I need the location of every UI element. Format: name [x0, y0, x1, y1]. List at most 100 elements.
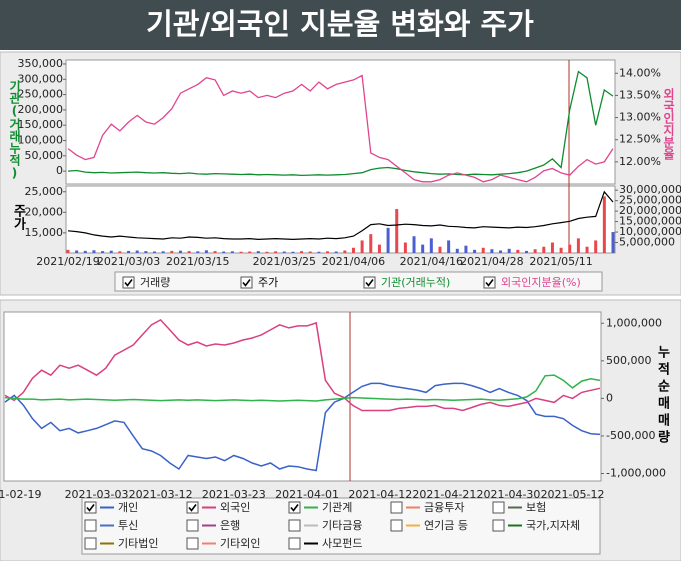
volume-bar [499, 250, 503, 253]
volume-bar [127, 250, 131, 253]
volume-bar [343, 250, 347, 253]
x-tick-label: 2021-04-30 [476, 488, 540, 501]
volume-bar [481, 247, 485, 253]
tick-label: 500,000 [606, 354, 652, 367]
x-tick-label: 2021/05/11 [529, 255, 592, 268]
x-tick-label: 2021/04/28 [460, 255, 523, 268]
x-tick-label: 2021/03/03 [97, 255, 160, 268]
tick-label: 30,000,000 [619, 183, 681, 196]
legend-label: 거래량 [140, 276, 170, 289]
legend-label: 은행 [220, 519, 240, 532]
volume-bar [594, 240, 598, 253]
axis-title: 기관(거래누적) [8, 79, 22, 180]
checkbox[interactable] [240, 276, 253, 289]
volume-bar [161, 251, 165, 253]
volume-bar [144, 251, 148, 253]
checkbox[interactable] [84, 501, 97, 514]
check-mark [290, 504, 299, 512]
tick-label: 200,000 [18, 103, 64, 116]
volume-bar [559, 247, 563, 253]
volume-bar [360, 240, 364, 253]
tick-label: 150,000 [18, 118, 64, 131]
checkbox[interactable] [84, 519, 97, 532]
volume-bar [421, 244, 425, 253]
tick-label: 20,000,000 [619, 204, 681, 217]
series-line [67, 74, 614, 183]
checkbox[interactable] [186, 537, 199, 550]
volume-bar [109, 250, 113, 253]
tick-label: 0 [56, 164, 63, 177]
tick-label: 15,000 [25, 226, 64, 239]
volume-bar [464, 245, 468, 253]
x-tick-label: 2021/04/16 [400, 255, 463, 268]
lower-plot [65, 185, 616, 254]
volume-bar [326, 251, 330, 253]
x-tick-label: 2021/02/19 [36, 255, 99, 268]
checkbox[interactable] [288, 537, 301, 550]
legend-box [114, 271, 603, 292]
tick-label: 15,000,000 [619, 215, 681, 228]
legend-label: 금융투자 [424, 501, 464, 514]
check-mark [365, 279, 374, 287]
tick-label: 25,000,000 [619, 194, 681, 207]
legend-label: 기관(거래누적) [381, 276, 450, 289]
volume-bar [568, 244, 572, 253]
x-tick-label: 2021-03-12 [129, 488, 193, 501]
volume-bar [135, 250, 139, 253]
checkbox[interactable] [186, 501, 199, 514]
x-tick-label: 2021-04-12 [348, 488, 412, 501]
volume-bar [317, 251, 321, 253]
checkbox[interactable] [390, 501, 403, 514]
x-tick-label: 2021/03/15 [166, 255, 229, 268]
legend-label: 주가 [258, 276, 278, 289]
tick-label: 13.00% [619, 111, 661, 124]
volume-bar [282, 251, 286, 253]
checkbox[interactable] [288, 519, 301, 532]
volume-bar [447, 240, 451, 253]
volume-bar [351, 247, 355, 253]
checkbox[interactable] [122, 276, 135, 289]
volume-bar [550, 242, 554, 253]
volume-bar [429, 238, 433, 253]
x-tick-label: 2021/04/06 [322, 255, 385, 268]
axis-title: 누적순매매량 [655, 345, 670, 447]
volume-bar [187, 251, 191, 253]
checkbox[interactable] [288, 501, 301, 514]
x-tick-label: 2021-04-01 [275, 488, 339, 501]
series-line [4, 318, 601, 412]
checkbox[interactable] [492, 501, 505, 514]
volume-bar [178, 250, 182, 253]
volume-bar [585, 246, 589, 253]
checkbox[interactable] [492, 519, 505, 532]
legend-label: 기타외인 [220, 537, 260, 550]
checkbox[interactable] [390, 519, 403, 532]
tick-label: 20,000 [25, 205, 64, 218]
checkbox[interactable] [186, 519, 199, 532]
legend-label: 외국인 [220, 501, 250, 514]
volume-bar [490, 249, 494, 253]
volume-bar [265, 251, 269, 253]
series-line [4, 374, 601, 402]
check-mark [242, 279, 251, 287]
x-tick-label: 2021-05-12 [541, 488, 605, 501]
tick-label: -1,000,000 [606, 466, 666, 479]
flow-plot [3, 311, 602, 482]
tick-label: 50,000 [25, 149, 64, 162]
volume-bar [239, 251, 243, 253]
tick-label: 14.00% [619, 66, 661, 79]
checkbox[interactable] [363, 276, 376, 289]
checkbox[interactable] [483, 276, 496, 289]
checkbox[interactable] [84, 537, 97, 550]
volume-bar [438, 246, 442, 253]
x-tick-label: 2021-03-23 [202, 488, 266, 501]
volume-bar [92, 250, 96, 253]
volume-bar [507, 248, 511, 253]
volume-bar [170, 250, 174, 253]
volume-bar [204, 250, 208, 253]
volume-bar [516, 249, 520, 253]
x-tick-label: 1-02-19 [0, 488, 41, 501]
volume-bar [369, 234, 373, 253]
volume-bar [66, 249, 70, 253]
volume-bar [412, 236, 416, 253]
